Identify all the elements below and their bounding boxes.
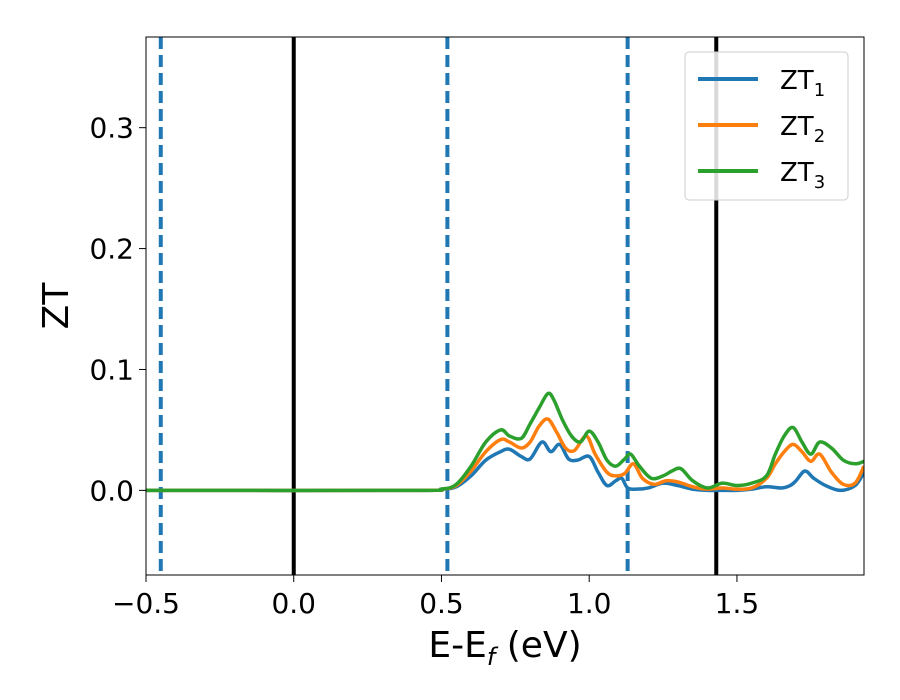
x-tick-label: 1.5 bbox=[715, 587, 760, 620]
legend-label-1: ZT1 bbox=[780, 66, 825, 101]
plot-frame bbox=[145, 36, 865, 576]
x-axis-label-main: E-E bbox=[428, 625, 486, 666]
reference-lines bbox=[158, 37, 719, 575]
x-tick-label: −0.5 bbox=[112, 587, 180, 620]
legend-label-2: ZT2 bbox=[780, 112, 825, 147]
x-tick-label: 0.5 bbox=[419, 587, 464, 620]
y-tick-label: 0.2 bbox=[89, 233, 134, 266]
x-axis-label-unit: (eV) bbox=[495, 625, 581, 666]
x-tick-label: 0.0 bbox=[271, 587, 316, 620]
legend: ZT1 ZT2 ZT3 bbox=[684, 51, 849, 201]
x-axis-ticks: −0.5 0.0 0.5 1.0 1.5 bbox=[112, 575, 759, 620]
series-line-3 bbox=[146, 391, 864, 493]
y-tick-label: 0.1 bbox=[89, 353, 134, 386]
series-lines bbox=[146, 391, 864, 493]
y-tick-label: 0.0 bbox=[89, 474, 134, 507]
y-axis-label: ZT bbox=[36, 282, 77, 330]
series-line-2 bbox=[146, 417, 864, 493]
legend-label-3: ZT3 bbox=[780, 158, 825, 193]
series-line-1 bbox=[146, 440, 864, 493]
y-axis-ticks: 0.0 0.1 0.2 0.3 bbox=[89, 112, 146, 507]
x-tick-label: 1.0 bbox=[567, 587, 612, 620]
x-axis-label: E-Ef (eV) bbox=[428, 625, 581, 671]
y-tick-label: 0.3 bbox=[89, 112, 134, 145]
legend-box bbox=[684, 51, 849, 201]
